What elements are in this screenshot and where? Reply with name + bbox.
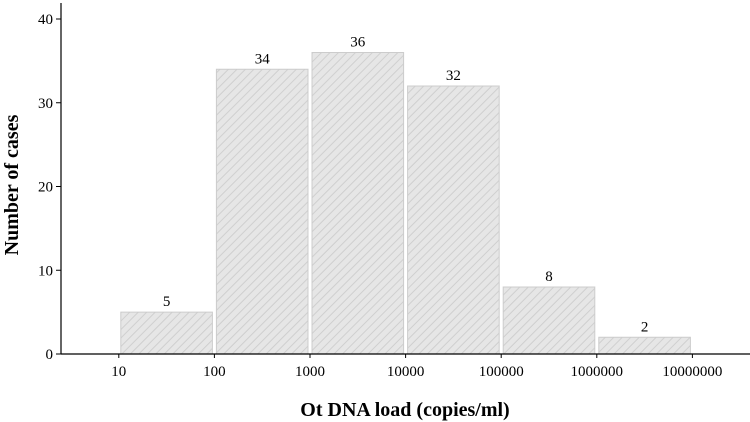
bar-value-label-3: 36 xyxy=(350,35,366,51)
y-tick-label: 0 xyxy=(46,347,54,363)
bar-5 xyxy=(502,286,596,355)
x-tick-group: 10 100 1000 10000 100000 1000000 10000000 xyxy=(111,354,722,380)
bar-3 xyxy=(311,52,405,355)
x-tick-label: 1000000 xyxy=(571,364,624,380)
bar-value-label-1: 5 xyxy=(163,294,171,310)
x-tick-label: 10000 xyxy=(387,364,425,380)
bar-value-label-4: 32 xyxy=(446,68,461,84)
x-tick-label: 1000 xyxy=(295,364,325,380)
x-tick-label: 10000000 xyxy=(662,364,722,380)
y-axis-title: Number of cases xyxy=(1,114,23,255)
bar-value-label-5: 8 xyxy=(545,269,553,285)
data-labels-group: 5 34 36 32 8 2 xyxy=(163,35,648,336)
bar-1 xyxy=(120,311,213,355)
y-tick-label: 30 xyxy=(38,96,53,112)
bar-2 xyxy=(215,68,309,355)
y-tick-group: 0 10 20 30 40 xyxy=(38,12,61,363)
y-tick-label: 20 xyxy=(38,180,53,196)
bar-value-label-6: 2 xyxy=(641,319,649,335)
y-tick-label: 40 xyxy=(38,12,53,28)
x-tick-label: 100000 xyxy=(479,364,524,380)
x-tick-label: 10 xyxy=(111,364,126,380)
bar-value-label-2: 34 xyxy=(255,51,271,67)
y-tick-label: 10 xyxy=(38,263,53,279)
x-tick-label: 100 xyxy=(203,364,226,380)
bar-6 xyxy=(598,336,691,355)
bars-group xyxy=(120,52,691,355)
x-axis-title: Ot DNA load (copies/ml) xyxy=(300,399,509,421)
bar-4 xyxy=(407,85,500,355)
